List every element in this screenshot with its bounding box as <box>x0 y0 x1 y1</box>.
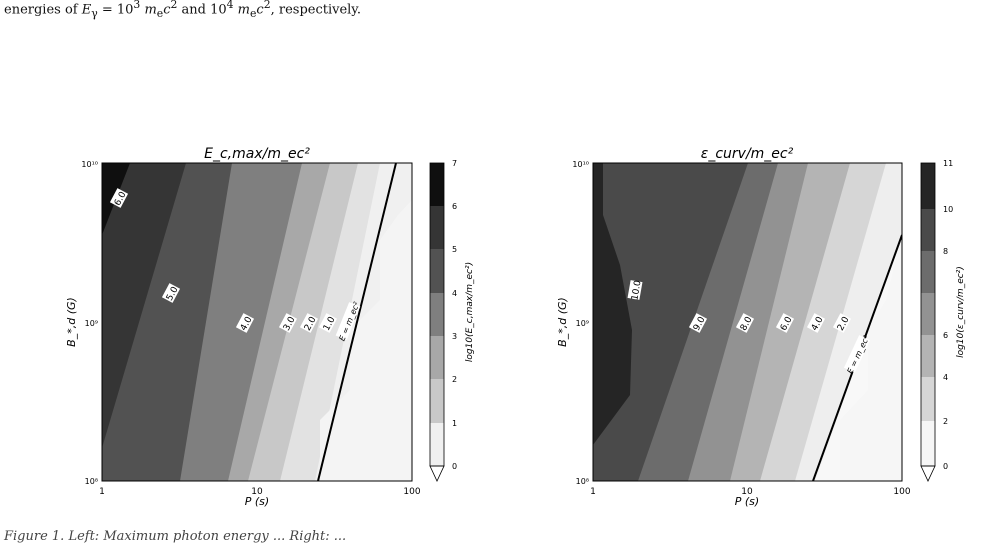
colorbar-tick: 0 <box>452 462 457 471</box>
left-panel: 6.0 5.0 4.0 3.0 2.0 1.0 E = m_ec² E_c,ma… <box>65 146 475 508</box>
colorbar-tick: 3 <box>452 332 457 341</box>
svg-text:10.0: 10.0 <box>630 279 643 301</box>
x-tick-label: 1 <box>590 487 596 497</box>
colorbar-label: log10(ε_curv/m_ec²) <box>956 266 966 358</box>
colorbar-tick: 1 <box>452 419 457 428</box>
figure-caption: Figure 1. Left: Maximum photon energy ..… <box>4 529 347 544</box>
colorbar-tick: 0 <box>943 462 948 471</box>
x-tick-label: 1 <box>99 487 105 497</box>
contour-label: 10.0 <box>627 279 644 301</box>
colorbar-tick: 6 <box>452 202 457 211</box>
y-tick-label: 10⁸ <box>85 477 98 486</box>
x-tick-label: 100 <box>403 487 420 497</box>
colorbar-tick: 10 <box>943 205 953 214</box>
x-tick-label: 10 <box>251 487 263 497</box>
colorbar-label: log10(E_c,max/m_ec²) <box>465 262 475 362</box>
y-tick-label: 10¹⁰ <box>572 160 589 169</box>
colorbar-tick: 4 <box>452 289 457 298</box>
y-tick-label: 10⁹ <box>85 319 98 328</box>
x-axis-label: P (s) <box>245 495 269 508</box>
colorbar-tick: 2 <box>452 375 457 384</box>
colorbar-tick: 11 <box>943 159 953 168</box>
colorbar-tick: 8 <box>943 247 948 256</box>
y-tick-label: 10⁸ <box>576 477 589 486</box>
chart-title: E_c,max/m_ec² <box>204 146 310 162</box>
colorbar-tick: 7 <box>452 159 457 168</box>
body-text-line: energies of Eγ = 103 mec2 and 104 mec2, … <box>4 0 362 20</box>
y-axis-label: B_*,d (G) <box>556 297 569 347</box>
colorbar-tick: 4 <box>943 373 948 382</box>
x-tick-label: 10 <box>741 487 753 497</box>
right-panel: 10.0 9.0 8.0 6.0 4.0 2.0 E = m_ec² ε_cur… <box>556 146 966 508</box>
x-axis-label: P (s) <box>735 495 759 508</box>
y-tick-label: 10¹⁰ <box>81 160 98 169</box>
colorbar-tick: 6 <box>943 331 948 340</box>
y-tick-label: 10⁹ <box>576 319 589 328</box>
chart-title: ε_curv/m_ec² <box>701 146 794 162</box>
colorbar-tick: 2 <box>943 417 948 426</box>
colorbar-tick: 5 <box>452 245 457 254</box>
y-axis-label: B_*,d (G) <box>65 297 78 347</box>
colorbar <box>429 162 445 482</box>
colorbar <box>920 162 936 482</box>
x-tick-label: 100 <box>893 487 910 497</box>
